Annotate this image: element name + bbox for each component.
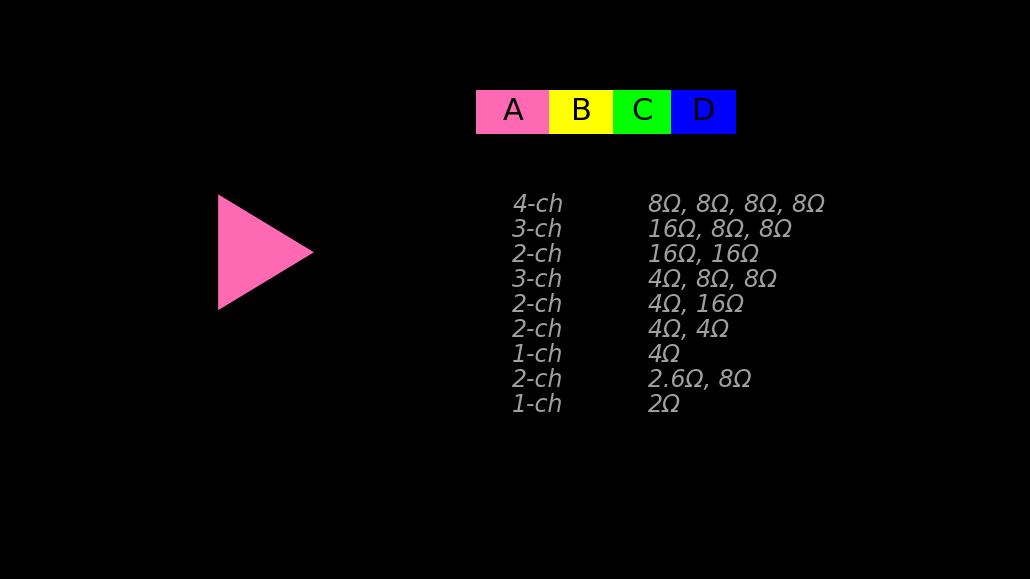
Text: 3-ch: 3-ch (512, 268, 563, 292)
Text: 8Ω, 8Ω, 8Ω, 8Ω: 8Ω, 8Ω, 8Ω, 8Ω (648, 193, 825, 218)
FancyBboxPatch shape (671, 90, 736, 134)
Text: B: B (571, 97, 592, 126)
Text: 1-ch: 1-ch (512, 343, 563, 367)
Text: 3-ch: 3-ch (512, 218, 563, 243)
Text: 2-ch: 2-ch (512, 318, 563, 342)
Text: 4Ω, 4Ω: 4Ω, 4Ω (648, 318, 728, 342)
Text: A: A (503, 97, 523, 126)
FancyBboxPatch shape (549, 90, 613, 134)
Text: 2Ω: 2Ω (648, 393, 681, 417)
Text: 1-ch: 1-ch (512, 393, 563, 417)
Text: 2-ch: 2-ch (512, 368, 563, 392)
Text: 2-ch: 2-ch (512, 243, 563, 267)
Text: 4-ch: 4-ch (512, 193, 563, 218)
FancyBboxPatch shape (613, 90, 671, 134)
Text: D: D (692, 97, 715, 126)
Text: 4Ω, 16Ω: 4Ω, 16Ω (648, 294, 744, 317)
Text: 2.6Ω, 8Ω: 2.6Ω, 8Ω (648, 368, 751, 392)
Polygon shape (218, 195, 314, 310)
Text: 16Ω, 8Ω, 8Ω: 16Ω, 8Ω, 8Ω (648, 218, 792, 243)
FancyBboxPatch shape (476, 90, 549, 134)
Text: 4Ω, 8Ω, 8Ω: 4Ω, 8Ω, 8Ω (648, 268, 777, 292)
Text: 2-ch: 2-ch (512, 294, 563, 317)
Text: C: C (631, 97, 653, 126)
Text: 4Ω: 4Ω (648, 343, 681, 367)
Text: 16Ω, 16Ω: 16Ω, 16Ω (648, 243, 759, 267)
